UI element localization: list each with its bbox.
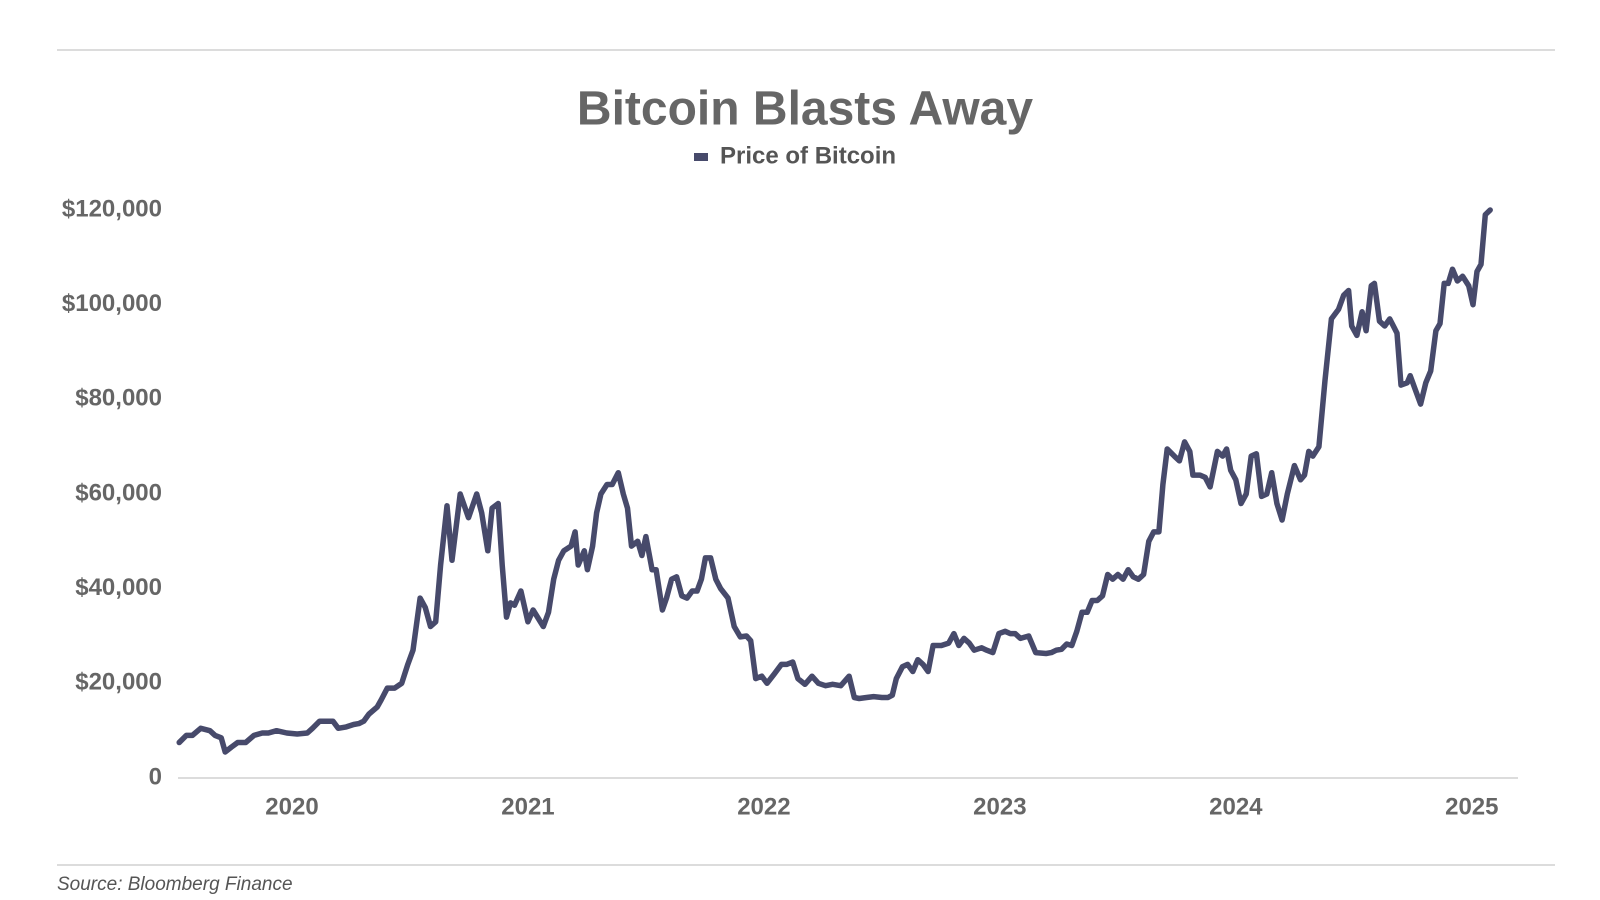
x-tick-label: 2024 bbox=[1209, 793, 1263, 820]
source-note: Source: Bloomberg Finance bbox=[57, 874, 293, 895]
y-tick-label: 0 bbox=[149, 763, 162, 790]
x-tick-label: 2021 bbox=[501, 793, 554, 820]
price-line bbox=[176, 207, 1493, 755]
y-tick-label: $100,000 bbox=[62, 290, 162, 317]
y-tick-label: $60,000 bbox=[75, 479, 162, 506]
y-tick-label: $20,000 bbox=[75, 669, 162, 696]
x-tick-label: 2023 bbox=[973, 793, 1026, 820]
x-tick-label: 2025 bbox=[1445, 793, 1498, 820]
legend-swatch bbox=[694, 153, 708, 161]
y-tick-label: $40,000 bbox=[75, 574, 162, 601]
x-tick-label: 2022 bbox=[737, 793, 790, 820]
y-tick-label: $120,000 bbox=[62, 195, 162, 222]
y-tick-label: $80,000 bbox=[75, 385, 162, 412]
chart-title: Bitcoin Blasts Away bbox=[577, 83, 1033, 136]
legend-label: Price of Bitcoin bbox=[720, 142, 896, 169]
x-tick-label: 2020 bbox=[265, 793, 318, 820]
